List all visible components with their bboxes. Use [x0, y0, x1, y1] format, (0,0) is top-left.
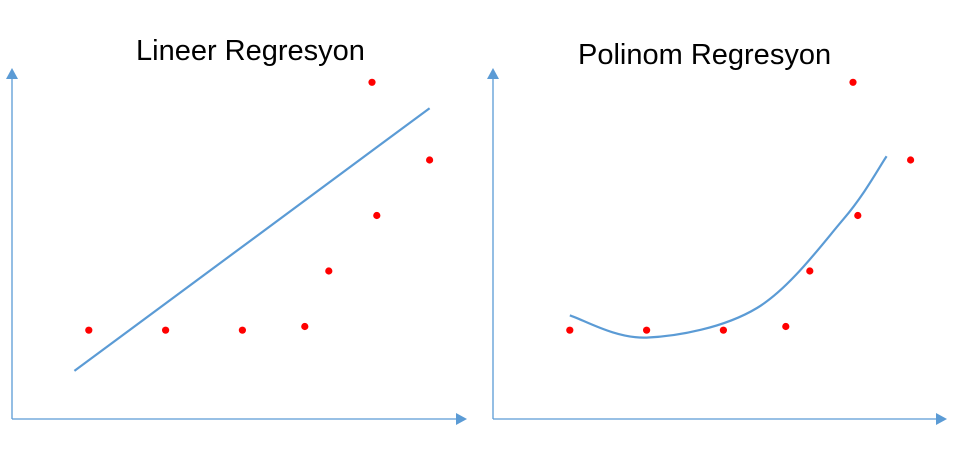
- data-point: [907, 156, 915, 164]
- data-point: [806, 267, 814, 275]
- data-point: [643, 326, 651, 334]
- linear-regression-plot: [6, 68, 467, 425]
- data-point: [782, 322, 790, 331]
- data-point: [566, 326, 574, 334]
- data-point: [373, 211, 381, 220]
- chart-title: Lineer Regresyon: [136, 35, 365, 67]
- y-axis-arrow-icon: [487, 68, 499, 79]
- data-point: [162, 326, 170, 334]
- x-axis-arrow-icon: [456, 413, 467, 425]
- y-axis-arrow-icon: [6, 68, 18, 79]
- data-point: [238, 326, 246, 334]
- data-point: [719, 326, 727, 334]
- data-point: [426, 156, 434, 164]
- data-point: [301, 322, 309, 331]
- data-point: [849, 78, 857, 86]
- regression-curve: [569, 155, 888, 339]
- data-point: [368, 78, 376, 86]
- chart-title: Polinom Regresyon: [578, 39, 832, 71]
- polynomial-regression-plot: [487, 68, 947, 425]
- data-point: [854, 211, 862, 220]
- polynomial-regression-panel: Polinom Regresyon: [480, 0, 959, 465]
- regression-line: [73, 107, 431, 372]
- data-point: [85, 326, 93, 334]
- linear-regression-panel: Lineer Regresyon: [6, 35, 467, 425]
- x-axis-arrow-icon: [936, 413, 947, 425]
- data-point: [325, 267, 333, 275]
